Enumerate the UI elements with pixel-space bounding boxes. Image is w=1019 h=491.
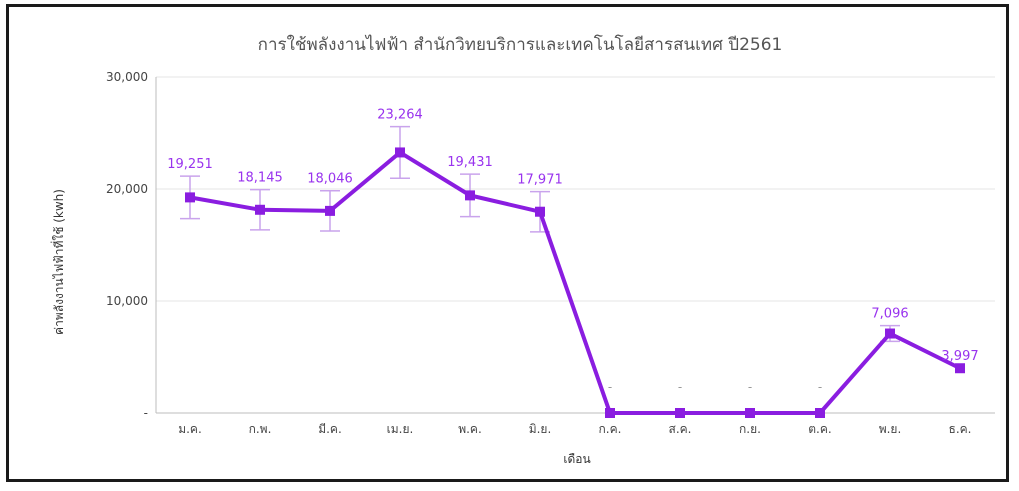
x-tick-label: ก.ย. [739,422,761,436]
error-bars [180,125,900,343]
y-tick-label: 10,000 [106,294,148,308]
data-point [675,408,685,418]
data-label: 3,997 [941,349,978,364]
data-point [605,408,615,418]
x-tick-label: เม.ย. [387,422,414,436]
x-axis-title: เดือน [563,452,590,466]
data-label: 18,145 [237,171,283,186]
data-point [745,408,755,418]
data-label: 18,046 [307,172,353,187]
x-tick-label: ส.ค. [669,422,692,436]
x-tick-label: ต.ค. [808,422,831,436]
gridlines [156,76,995,414]
x-tick-label: ธ.ค. [949,422,972,436]
x-tick-label: พ.ค. [458,422,482,436]
x-tick-label: พ.ย. [879,422,902,436]
y-tick-label: - [144,406,148,420]
data-label: 19,431 [447,155,493,170]
data-markers [185,147,965,418]
data-label: - [748,380,752,394]
data-label: 17,971 [517,173,563,188]
data-label: 19,251 [167,157,213,172]
y-tick-label: 30,000 [106,70,148,84]
x-tick-label: มิ.ย. [529,422,552,436]
data-label: - [818,380,822,394]
data-point [325,205,335,216]
data-point [815,408,825,418]
data-point [395,147,405,158]
y-tick-label: 20,000 [106,182,148,196]
x-tick-label: ก.พ. [249,422,272,436]
series-line [189,150,961,415]
data-label: - [678,380,682,394]
data-point [885,328,895,339]
x-tick-label: ม.ค. [178,422,202,436]
x-tick-label: มี.ค. [318,422,342,436]
data-point [465,190,475,201]
x-axis-ticks: ม.ค. ก.พ. มี.ค. เม.ย. พ.ค. มิ.ย. ก.ค. ส.ค. ก.ย. ต… [178,422,971,436]
chart-title: การใช้พลังงานไฟฟ้า สำนักวิทยบริการและเทค… [258,34,783,55]
chart-frame [6,4,1009,482]
data-point [955,363,965,374]
data-label: 7,096 [871,307,908,322]
data-point [255,204,265,215]
data-labels: 19,251 18,145 18,046 23,264 19,431 17,971 - - - -… [167,108,978,394]
data-label: 23,264 [377,108,423,123]
data-point [185,192,195,203]
y-axis-title: ค่าพลังงานไฟฟ้าที่ใช้ (kwh) [50,189,66,335]
data-point [535,206,545,217]
data-label: - [608,380,612,394]
x-tick-label: ก.ค. [599,422,622,436]
y-axis-ticks: - 10,000 20,000 30,000 [106,70,148,420]
